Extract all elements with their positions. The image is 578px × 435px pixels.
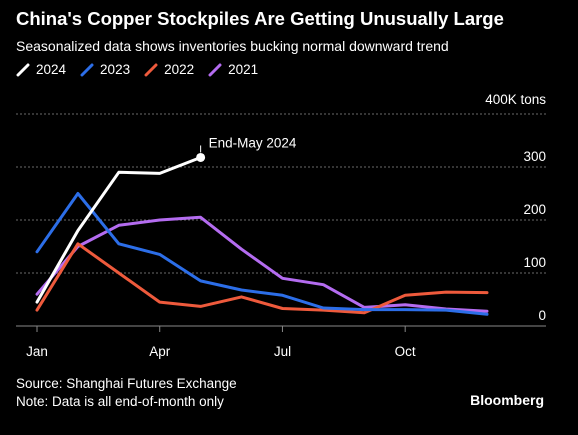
series-lines <box>35 145 489 316</box>
y-tick-label: 200 <box>523 202 546 217</box>
legend-swatch-2023 <box>80 63 94 77</box>
annotation-label: End-May 2024 <box>209 135 297 150</box>
series-line-2021 <box>35 215 489 313</box>
footer: Source: Shanghai Futures Exchange Note: … <box>16 375 237 411</box>
x-tick-label: Jul <box>274 344 291 359</box>
legend-item-2021: 2021 <box>208 62 258 77</box>
gridlines <box>16 113 546 327</box>
legend-label-2021: 2021 <box>228 62 259 77</box>
legend-item-2022: 2022 <box>144 62 194 77</box>
endpoint-marker <box>196 152 206 162</box>
x-tick-label: Apr <box>149 344 171 359</box>
legend-label-2023: 2023 <box>100 62 131 77</box>
y-tick-label: 300 <box>523 149 546 164</box>
data-note: Note: Data is all end-of-month only <box>16 394 224 409</box>
x-tick-label: Oct <box>395 344 416 359</box>
x-tick-label: Jan <box>26 344 48 359</box>
series-line-2024 <box>35 156 203 304</box>
axis-labels: 400K tons 300 200 100 0 Jan Apr Jul Oct End-May 2… <box>26 92 546 359</box>
legend-label-2022: 2022 <box>164 62 195 77</box>
y-tick-label: 100 <box>523 255 546 270</box>
series-line-2023 <box>35 192 489 316</box>
legend-item-2024: 2024 <box>16 62 66 77</box>
x-axis <box>36 326 406 332</box>
series-line-2022 <box>35 242 489 315</box>
y-tick-label: 400K tons <box>485 92 546 107</box>
chart-subtitle: Seasonalized data shows inventories buck… <box>16 38 449 54</box>
legend-swatch-2021 <box>208 63 222 77</box>
bloomberg-logo: Bloomberg <box>470 392 544 408</box>
y-tick-label: 0 <box>538 308 546 323</box>
legend: 2024 2023 2022 2021 <box>16 62 272 77</box>
source-note: Source: Shanghai Futures Exchange <box>16 376 237 391</box>
chart-title: China's Copper Stockpiles Are Getting Un… <box>16 8 504 29</box>
legend-swatch-2022 <box>144 63 158 77</box>
legend-label-2024: 2024 <box>36 62 67 77</box>
legend-swatch-2024 <box>16 63 30 77</box>
legend-item-2023: 2023 <box>80 62 130 77</box>
